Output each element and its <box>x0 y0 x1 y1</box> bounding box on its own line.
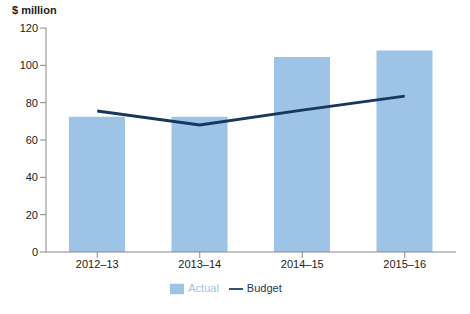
svg-text:2013–14: 2013–14 <box>178 258 221 270</box>
svg-text:2015–16: 2015–16 <box>383 258 426 270</box>
svg-text:2014–15: 2014–15 <box>281 258 324 270</box>
html-text:Budget: Budget <box>246 282 282 294</box>
svg-text:20: 20 <box>26 209 38 221</box>
html-text:$ million: $ million <box>12 4 57 16</box>
svg-text:0: 0 <box>32 246 38 258</box>
svg-text:2012–13: 2012–13 <box>76 258 119 270</box>
svg-text:80: 80 <box>26 97 38 109</box>
svg-text:100: 100 <box>20 59 38 71</box>
html-text:Actual: Actual <box>188 282 219 294</box>
svg-text:60: 60 <box>26 134 38 146</box>
svg-text:120: 120 <box>20 22 38 34</box>
svg-text:40: 40 <box>26 171 38 183</box>
